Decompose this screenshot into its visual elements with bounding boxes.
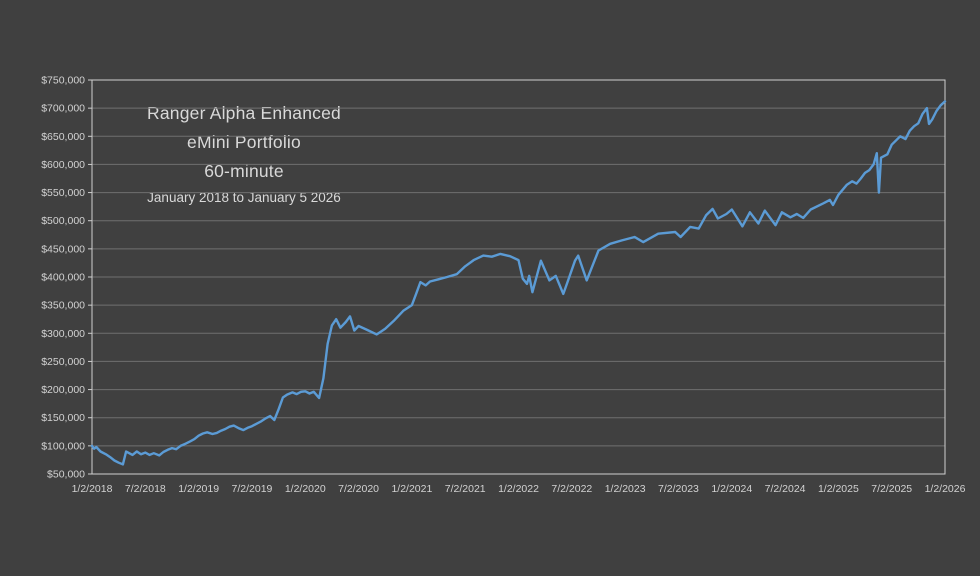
x-axis-label: 1/2/2025	[818, 483, 859, 495]
y-axis-label: $750,000	[41, 75, 85, 87]
x-axis-label: 1/2/2021	[391, 483, 432, 495]
x-axis-label: 1/2/2026	[925, 483, 966, 495]
y-axis-label: $150,000	[41, 412, 85, 424]
x-axis-label: 7/2/2023	[658, 483, 699, 495]
y-axis-label: $700,000	[41, 103, 85, 115]
y-axis-label: $350,000	[41, 300, 85, 312]
x-axis-label: 7/2/2018	[125, 483, 166, 495]
x-axis-label: 1/2/2018	[72, 483, 113, 495]
y-axis-label: $650,000	[41, 131, 85, 143]
x-axis-label: 1/2/2020	[285, 483, 326, 495]
y-axis-label: $450,000	[41, 243, 85, 255]
y-axis-label: $300,000	[41, 328, 85, 340]
x-axis-label: 7/2/2025	[871, 483, 912, 495]
x-axis-label: 7/2/2021	[445, 483, 486, 495]
x-axis-label: 1/2/2023	[605, 483, 646, 495]
x-axis-label: 1/2/2024	[711, 483, 752, 495]
x-axis-label: 7/2/2019	[232, 483, 273, 495]
y-axis-label: $500,000	[41, 215, 85, 227]
x-axis-label: 1/2/2022	[498, 483, 539, 495]
y-axis-label: $250,000	[41, 356, 85, 368]
x-axis-label: 7/2/2024	[765, 483, 806, 495]
y-axis-label: $100,000	[41, 440, 85, 452]
y-axis-label: $550,000	[41, 187, 85, 199]
y-axis-label: $50,000	[47, 469, 85, 481]
equity-line	[90, 100, 947, 466]
x-axis-label: 1/2/2019	[178, 483, 219, 495]
y-axis-label: $400,000	[41, 272, 85, 284]
plot-border	[91, 79, 946, 475]
y-axis-label: $200,000	[41, 384, 85, 396]
x-axis-label: 7/2/2020	[338, 483, 379, 495]
y-axis-label: $600,000	[41, 159, 85, 171]
x-axis-label: 7/2/2022	[551, 483, 592, 495]
